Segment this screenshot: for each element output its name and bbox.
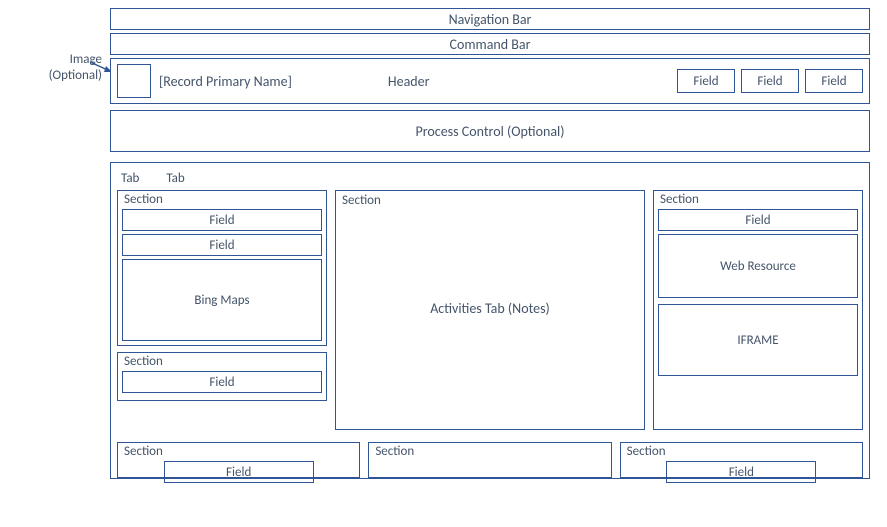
header-fields: Field Field Field: [677, 69, 863, 93]
iframe-block: IFRAME: [658, 304, 858, 376]
header-label: Header: [388, 73, 430, 90]
section-r2-a: Section Field: [117, 442, 360, 478]
form-body: Tab Tab Section Field Field Bing Maps Se…: [110, 162, 870, 479]
image-annotation: Image (Optional): [2, 52, 102, 85]
section-label: Section: [122, 353, 322, 371]
bing-maps-block: Bing Maps: [122, 259, 322, 341]
record-primary-name: [Record Primary Name]: [159, 73, 292, 90]
web-resource-block: Web Resource: [658, 234, 858, 298]
section-c1-a: Section Field Field Bing Maps: [117, 190, 327, 346]
section-c2: Section Activities Tab (Notes): [335, 190, 645, 430]
section-r2-c: Section Field: [620, 442, 863, 478]
command-bar: Command Bar: [110, 33, 870, 55]
columns-row-1: Section Field Field Bing Maps Section Fi…: [117, 190, 863, 430]
section-label: Section: [122, 443, 355, 461]
field: Field: [164, 461, 314, 483]
section-label: Section: [122, 191, 322, 209]
navigation-bar: Navigation Bar: [110, 8, 870, 30]
header-area: [Record Primary Name] Header Field Field…: [110, 58, 870, 104]
field: Field: [122, 209, 322, 231]
section-label: Section: [373, 443, 606, 461]
field: Field: [122, 234, 322, 256]
field: Field: [122, 371, 322, 393]
tab-2[interactable]: Tab: [166, 171, 184, 186]
form-layout-diagram: Navigation Bar Command Bar [Record Prima…: [110, 8, 870, 479]
record-image-placeholder: [117, 64, 151, 98]
section-r2-b: Section: [368, 442, 611, 478]
section-label: Section: [625, 443, 858, 461]
header-field-2: Field: [741, 69, 799, 93]
nav-label: Navigation Bar: [449, 11, 532, 28]
section-label: Section: [658, 191, 858, 209]
column-1: Section Field Field Bing Maps Section Fi…: [117, 190, 327, 430]
command-label: Command Bar: [450, 36, 531, 53]
activities-tab-label: Activities Tab (Notes): [340, 191, 640, 425]
section-c1-b: Section Field: [117, 352, 327, 401]
tab-strip: Tab Tab: [117, 169, 863, 190]
process-label: Process Control (Optional): [416, 123, 565, 140]
field: Field: [658, 209, 858, 231]
process-control: Process Control (Optional): [110, 110, 870, 152]
column-3: Section Field Web Resource IFRAME: [653, 190, 863, 430]
tab-1[interactable]: Tab: [121, 171, 139, 186]
section-label: Section: [340, 192, 381, 210]
header-field-1: Field: [677, 69, 735, 93]
header-field-3: Field: [805, 69, 863, 93]
section-c3: Section Field Web Resource IFRAME: [653, 190, 863, 430]
columns-row-2: Section Field Section Section Field: [117, 442, 863, 478]
field: Field: [666, 461, 816, 483]
column-2: Section Activities Tab (Notes): [335, 190, 645, 430]
